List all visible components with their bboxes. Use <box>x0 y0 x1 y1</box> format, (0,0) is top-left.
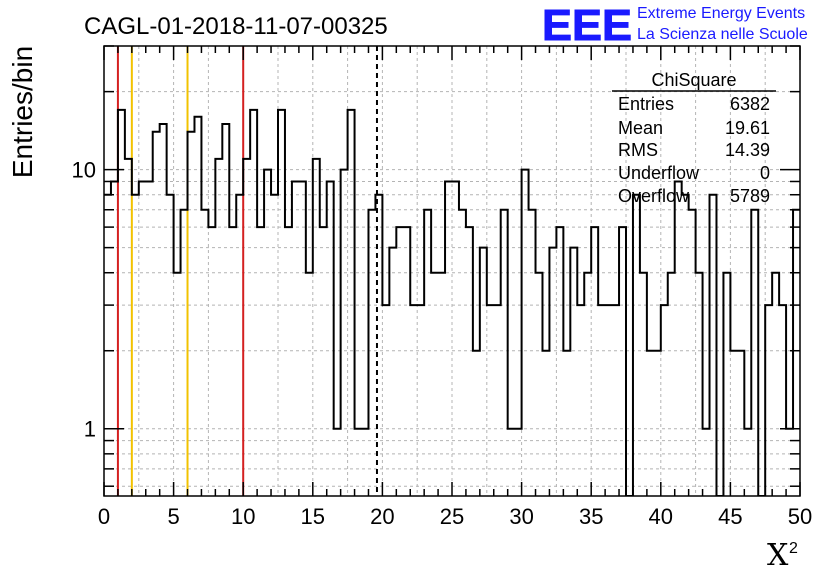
y-tick-label: 10 <box>72 158 96 183</box>
stats-value-overflow: 5789 <box>730 186 770 206</box>
logo-line1: Extreme Energy Events <box>637 5 805 22</box>
stats-value-mean: 19.61 <box>725 118 770 138</box>
x-tick-label: 20 <box>370 504 394 529</box>
x-axis-title: X 2 <box>767 538 798 572</box>
x-tick-label: 30 <box>509 504 533 529</box>
stats-title: ChiSquare <box>651 70 736 90</box>
stats-value-entries: 6382 <box>730 94 770 114</box>
stats-value-rms: 14.39 <box>725 140 770 160</box>
stats-box: ChiSquare Entries 6382 Mean 19.61 RMS 14… <box>612 70 776 206</box>
stats-label-mean: Mean <box>618 118 663 138</box>
logo-line2: La Scienza nelle Scuole <box>637 26 808 43</box>
stats-label-entries: Entries <box>618 94 674 114</box>
tick-labels: 0 5 10 15 20 25 30 35 40 45 50 1 10 <box>72 158 813 529</box>
x-tick-label: 35 <box>579 504 603 529</box>
eee-logo: EEE Extreme Energy Events La Scienza nel… <box>542 1 808 51</box>
x-axis-title-superscript: 2 <box>789 540 798 557</box>
y-tick-label: 1 <box>84 417 96 442</box>
axis-ticks <box>103 45 801 496</box>
x-tick-label: 45 <box>718 504 742 529</box>
y-axis-title: Entries/bin <box>7 46 38 178</box>
x-tick-label: 0 <box>98 504 110 529</box>
chart-title: CAGL-01-2018-11-07-00325 <box>84 13 388 40</box>
stats-value-underflow: 0 <box>760 163 770 183</box>
logo-mark: EEE <box>542 1 632 50</box>
histogram-outline <box>104 108 800 496</box>
x-tick-label: 25 <box>440 504 464 529</box>
stats-label-rms: RMS <box>618 140 658 160</box>
x-tick-label: 10 <box>231 504 255 529</box>
x-axis-title-base: X <box>767 538 789 572</box>
x-tick-label: 5 <box>167 504 179 529</box>
x-tick-label: 15 <box>301 504 325 529</box>
x-tick-label: 50 <box>788 504 812 529</box>
reference-lines <box>116 46 378 496</box>
stats-label-overflow: Overflow <box>618 186 690 206</box>
x-tick-label: 40 <box>649 504 673 529</box>
stats-label-underflow: Underflow <box>618 163 700 183</box>
